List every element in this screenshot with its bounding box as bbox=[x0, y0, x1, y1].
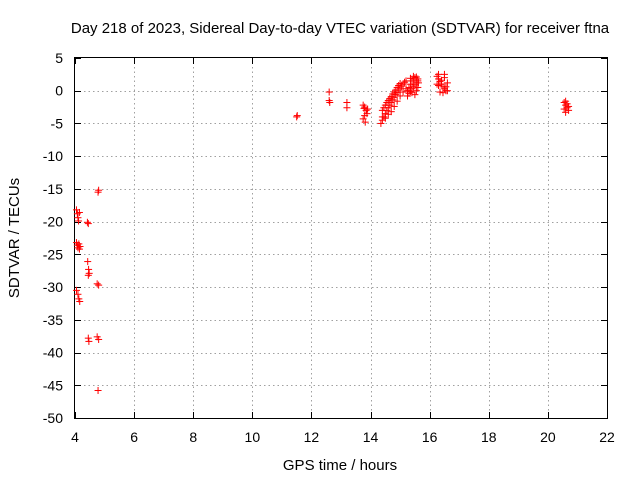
data-point bbox=[562, 97, 570, 105]
data-point bbox=[406, 74, 414, 82]
data-point bbox=[440, 70, 448, 78]
y-tick-label: -30 bbox=[43, 279, 63, 295]
data-point bbox=[75, 208, 83, 216]
plot-frame bbox=[74, 57, 608, 419]
y-tick-label: 5 bbox=[55, 50, 63, 66]
data-point bbox=[72, 286, 80, 294]
data-point bbox=[390, 102, 398, 110]
x-tick-label: 20 bbox=[540, 429, 556, 445]
y-tick-label: -45 bbox=[43, 377, 63, 393]
data-point bbox=[435, 70, 443, 78]
data-point bbox=[565, 102, 573, 110]
data-point bbox=[433, 80, 441, 88]
x-tick-label: 10 bbox=[245, 429, 261, 445]
data-point bbox=[396, 92, 404, 100]
data-point bbox=[377, 119, 385, 127]
data-point bbox=[360, 104, 368, 112]
data-point bbox=[402, 77, 410, 85]
data-point bbox=[381, 114, 389, 122]
data-point bbox=[414, 77, 422, 85]
y-tick-label: -40 bbox=[43, 345, 63, 361]
data-point bbox=[363, 110, 371, 118]
x-tick-label: 12 bbox=[304, 429, 320, 445]
x-tick-label: 8 bbox=[189, 429, 197, 445]
data-point bbox=[293, 113, 301, 121]
data-point bbox=[414, 83, 422, 91]
data-point bbox=[436, 88, 444, 96]
data-point bbox=[95, 186, 103, 194]
data-point bbox=[293, 112, 301, 120]
data-point bbox=[74, 214, 82, 222]
data-point bbox=[361, 118, 369, 126]
data-point bbox=[435, 81, 443, 89]
data-point bbox=[560, 105, 568, 113]
x-tick-label: 4 bbox=[71, 429, 79, 445]
y-tick-label: 0 bbox=[55, 83, 63, 99]
data-point bbox=[76, 297, 84, 305]
data-point bbox=[387, 108, 395, 116]
y-tick-label: -50 bbox=[43, 410, 63, 426]
data-point bbox=[393, 97, 401, 105]
data-point bbox=[399, 88, 407, 96]
ticks bbox=[75, 58, 608, 419]
data-point bbox=[411, 74, 419, 82]
data-point bbox=[378, 113, 386, 121]
data-point bbox=[443, 79, 451, 87]
y-tick-label: -15 bbox=[43, 181, 63, 197]
data-point bbox=[325, 88, 333, 96]
y-tick-label: -25 bbox=[43, 246, 63, 262]
data-point bbox=[93, 280, 101, 288]
tick-labels: 4 6 8 10 12 14 16 18 20 22 5 0 -5 -10 -15 -20 -25 -30 -35 -… bbox=[43, 50, 615, 445]
data-point bbox=[74, 290, 82, 298]
data-point bbox=[94, 387, 102, 395]
chart-title: Day 218 of 2023, Sidereal Day-to-day VTE… bbox=[71, 20, 610, 37]
data-point bbox=[326, 99, 334, 107]
y-axis-label: SDTVAR / TECUs bbox=[6, 178, 23, 298]
data-point bbox=[95, 335, 103, 343]
data-point bbox=[95, 281, 103, 289]
data-point bbox=[364, 105, 372, 113]
x-tick-label: 22 bbox=[599, 429, 615, 445]
data-point bbox=[83, 218, 91, 226]
data-point bbox=[343, 104, 351, 112]
x-axis-label: GPS time / hours bbox=[283, 457, 397, 474]
data-point bbox=[396, 80, 404, 88]
data-point bbox=[442, 83, 450, 91]
y-tick-label: -20 bbox=[43, 214, 63, 230]
data-point bbox=[84, 220, 92, 228]
data-point bbox=[75, 217, 83, 225]
data-point bbox=[562, 108, 570, 116]
data-point bbox=[401, 78, 409, 86]
data-point bbox=[439, 89, 447, 97]
x-tick-label: 14 bbox=[363, 429, 379, 445]
data-point bbox=[84, 271, 92, 279]
data-point bbox=[411, 91, 419, 99]
y-tick-label: -35 bbox=[43, 312, 63, 328]
x-tick-label: 6 bbox=[130, 429, 138, 445]
grid bbox=[75, 58, 607, 418]
x-tick-label: 16 bbox=[422, 429, 438, 445]
data-points bbox=[72, 70, 573, 395]
data-point bbox=[85, 337, 93, 345]
data-point bbox=[412, 87, 420, 95]
data-point bbox=[84, 258, 92, 266]
y-tick-label: -10 bbox=[43, 148, 63, 164]
data-point bbox=[85, 265, 93, 273]
y-tick-label: -5 bbox=[51, 115, 64, 131]
data-point bbox=[76, 243, 84, 251]
data-point bbox=[84, 334, 92, 342]
x-tick-label: 18 bbox=[481, 429, 497, 445]
data-point bbox=[443, 87, 451, 95]
